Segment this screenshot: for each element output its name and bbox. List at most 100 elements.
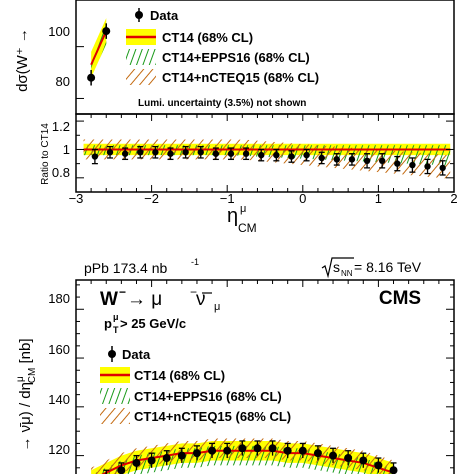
wplus-ratio-panel: 1.2 1 0.8 Ratio to CT14 −3 −2 −1 0 1 2 η…	[40, 113, 458, 235]
wminus-xsec-legend: Data CT14 (68% CL) CT14+EPPS16 (68% CL) …	[100, 346, 291, 424]
ratio-point	[288, 153, 295, 160]
wminus-xsec-frame	[75, 279, 455, 474]
data-point	[223, 446, 232, 455]
lumi-note: Lumi. uncertainty (3.5%) not shown	[138, 98, 306, 109]
xtick-m3: −3	[69, 191, 84, 206]
ratio-point	[273, 151, 280, 159]
ratio-point	[439, 164, 446, 172]
cms-label: CMS	[379, 288, 421, 309]
wplus-xsec-points	[87, 23, 111, 86]
svg-text:→ ν̄μ) / dημCM [nb]: → ν̄μ) / dημCM [nb]	[15, 338, 38, 451]
sqrt-symbol	[321, 257, 354, 279]
cut-sup: μ	[113, 312, 119, 322]
ratio-point	[409, 161, 416, 169]
legend-epps16-label: CT14+EPPS16 (68% CL)	[162, 50, 310, 65]
ratio-point	[182, 149, 189, 156]
wminus-xsec-points	[103, 440, 398, 474]
data-point	[132, 458, 141, 467]
ratio-ylabel: Ratio to CT14	[40, 123, 51, 185]
cut-sub: T	[113, 325, 119, 335]
legend-ncteq15-label: CT14+nCTEQ15 (68% CL)	[162, 70, 319, 85]
xtick-m2: −2	[144, 191, 159, 206]
data-point	[177, 451, 186, 460]
wminus-ytick-140: 140	[48, 392, 70, 407]
data-point	[329, 451, 338, 460]
xtick-1: 1	[375, 191, 382, 206]
wplus-ratio-bands	[83, 139, 451, 179]
process-nu: ν	[196, 289, 206, 310]
wminus-ytick-180: 180	[48, 291, 70, 306]
wplus-xsec-ylabel: dσ(W⁺ →	[14, 28, 31, 92]
xtick-0: 0	[299, 191, 306, 206]
data-point	[313, 449, 322, 458]
wminus-ylabel: → ν̄μ) / dημCM [nb]	[15, 338, 38, 451]
ratio-point	[333, 156, 341, 163]
cut-p: p	[104, 316, 112, 331]
process-nu-sub: μ	[214, 301, 220, 313]
wminus-ytick-160: 160	[48, 342, 70, 357]
legend2-ncteq15-swatch	[100, 408, 130, 424]
legend2-epps16-swatch	[100, 388, 130, 404]
data-point	[147, 456, 156, 465]
ratio-point	[121, 150, 129, 157]
data-point	[162, 454, 171, 463]
xlabel-eta: η	[227, 205, 238, 227]
legend2-epps16-label: CT14+EPPS16 (68% CL)	[134, 389, 282, 404]
ratio-point	[258, 151, 265, 159]
data-point	[238, 444, 247, 453]
ratio-point	[378, 157, 386, 164]
wminus-ylabel-unit: [nb]	[17, 338, 34, 367]
energy-value: = 8.16 TeV	[354, 259, 422, 275]
wminus-ytick-120: 120	[48, 442, 70, 457]
wminus-ylabel-main: → ν̄μ) / dη	[17, 382, 34, 452]
legend2-data-label: Data	[122, 347, 151, 362]
ratio-ytick-1: 1	[63, 142, 70, 157]
energy-nn: NN	[341, 269, 353, 278]
data-point	[268, 444, 277, 453]
xlabel-eta-sup: μ	[240, 203, 246, 215]
legend2-ncteq15-label: CT14+nCTEQ15 (68% CL)	[134, 409, 291, 424]
data-point	[87, 73, 96, 82]
wplus-ratio-points	[91, 145, 446, 176]
ratio-point	[106, 149, 114, 156]
ratio-point	[363, 157, 371, 164]
ratio-point	[348, 156, 356, 163]
ratio-point	[227, 150, 235, 157]
data-point	[102, 27, 111, 36]
ratio-point	[394, 160, 401, 167]
data-point	[374, 461, 383, 470]
ratio-point	[242, 150, 250, 157]
process-w-minus: −	[119, 285, 126, 299]
ratio-point	[318, 154, 325, 162]
ratio-point	[167, 150, 174, 157]
wplus-xsec-ytick-80: 80	[56, 74, 70, 89]
legend-ct14-label: CT14 (68% CL)	[162, 30, 253, 45]
wplus-xsec-bands	[90, 18, 108, 78]
ratio-ytick-0.8: 0.8	[52, 165, 70, 180]
xtick-2: 2	[450, 191, 457, 206]
cut-value: > 25 GeV/c	[120, 316, 186, 331]
wminus-ylabel-sup: μ	[15, 376, 26, 382]
ratio-point	[91, 153, 99, 160]
data-point	[344, 454, 353, 463]
ratio-point	[424, 163, 431, 170]
legend-epps16-swatch	[126, 49, 156, 65]
xlabel-eta-sub: CM	[238, 221, 257, 235]
data-point	[208, 446, 217, 455]
ratio-ytick-1.2: 1.2	[52, 119, 70, 134]
lumi-label-sup: -1	[191, 257, 199, 267]
data-point	[253, 444, 262, 453]
wplus-xsec-ytick-100: 100	[48, 24, 70, 39]
wplus-ratio-ticks	[75, 114, 454, 192]
legend2-ct14-label: CT14 (68% CL)	[134, 368, 225, 383]
ct14-line	[90, 30, 108, 66]
energy-s: s	[333, 259, 340, 275]
data-point	[283, 446, 292, 455]
wminus-ylabel-sub: CM	[27, 368, 38, 384]
wplus-ratio-frame	[75, 113, 455, 193]
ratio-point	[197, 149, 204, 156]
ratio-point	[212, 150, 220, 157]
data-point	[192, 449, 201, 458]
wplus-xsec-panel: 100 80 dσ(W⁺ → Data CT14 (68% CL) CT14+E…	[14, 0, 455, 115]
